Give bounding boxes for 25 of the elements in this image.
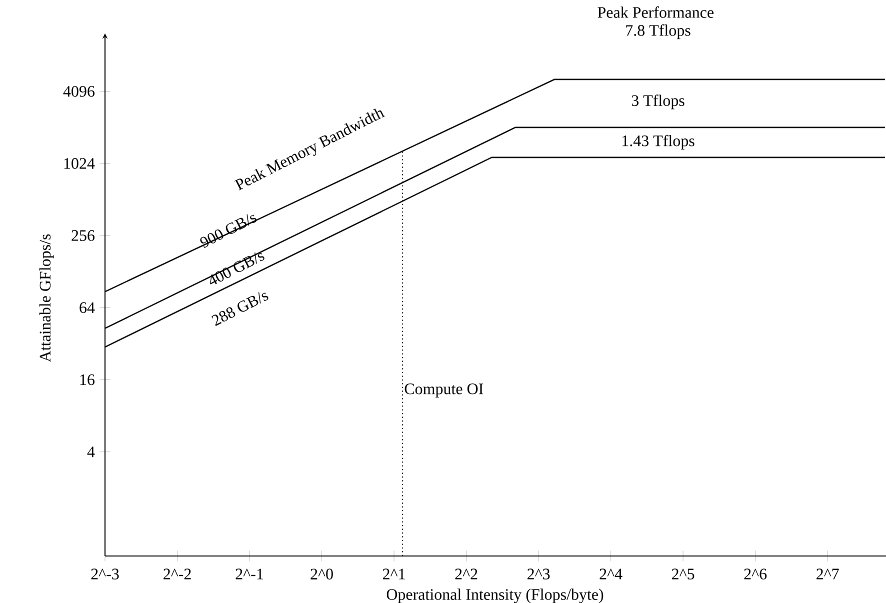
annotation: 288 GB/s: [211, 292, 268, 326]
x-tick-label: 2^1: [382, 568, 405, 580]
x-tick-label: 2^5: [672, 568, 694, 580]
x-tick-label: 2^6: [744, 568, 767, 580]
text: Peak Performance: [598, 6, 714, 18]
x-tick-label: 2^-2: [164, 568, 191, 580]
x-tick-label: 2^4: [600, 568, 622, 580]
annotation: 1.43 Tflops: [622, 134, 694, 150]
y-tick-label: 64: [80, 302, 95, 314]
y-tick-label: 256: [72, 230, 95, 241]
x-tick-label: 2^0: [310, 568, 333, 580]
x-axis-title: Operational Intensity (Flops/byte): [386, 588, 604, 603]
y-axis-title: Attainable GFlops/s: [39, 234, 54, 362]
y-tick-label: 16: [80, 374, 95, 386]
x-tick-label: 2^-3: [91, 568, 119, 580]
x-tick-label: 2^2: [455, 568, 478, 580]
y-tick-label: 1024: [64, 158, 95, 169]
x-tick-label: 2^7: [816, 568, 839, 580]
y-tick-label: 4: [87, 446, 95, 458]
annotation: 3 Tflops: [632, 94, 684, 110]
ref-line-label: Compute OI: [404, 384, 484, 398]
y-tick-label: 4096: [63, 86, 95, 97]
x-tick-label: 2^-1: [236, 568, 263, 580]
text: 7.8 Tflops: [626, 24, 690, 40]
x-tick-label: 2^3: [528, 568, 550, 580]
